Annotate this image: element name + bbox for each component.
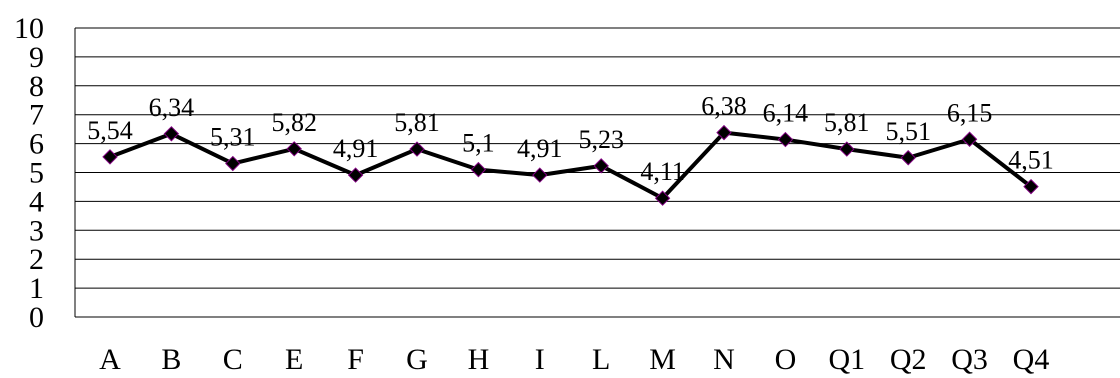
data-label-q1: 5,81 [824, 108, 870, 137]
x-category-label-h: H [468, 343, 490, 376]
data-label-e: 5,82 [271, 108, 317, 137]
y-tick-label-10: 10 [14, 12, 44, 45]
data-point-n [716, 124, 732, 141]
data-point-h [470, 161, 487, 178]
y-tick-label-0: 0 [29, 301, 44, 334]
data-label-i: 4,91 [517, 134, 563, 163]
gridlines [74, 27, 1120, 318]
y-tick-label-6: 6 [29, 128, 44, 161]
data-label-q3: 6,15 [947, 98, 993, 127]
x-category-label-g: G [406, 343, 428, 376]
x-category-label-q2: Q2 [890, 343, 927, 376]
y-tick-label-7: 7 [29, 99, 44, 132]
data-label-n: 6,38 [701, 92, 747, 121]
x-category-label-l: L [592, 343, 610, 376]
y-tick-label-3: 3 [29, 214, 44, 247]
data-label-a: 5,54 [87, 116, 133, 145]
data-point-g [409, 141, 425, 157]
series-line [109, 130, 1033, 201]
data-label-q2: 5,51 [885, 117, 931, 146]
data-label-g: 5,81 [394, 108, 440, 137]
series-line-group [109, 130, 1033, 201]
y-tick-label-9: 9 [29, 41, 44, 74]
data-point-b [163, 126, 180, 142]
data-label-m: 4,11 [640, 157, 685, 186]
data-point-q1 [839, 141, 855, 157]
data-label-o: 6,14 [763, 99, 809, 128]
data-point-a [102, 149, 118, 165]
x-category-label-q3: Q3 [951, 343, 988, 376]
x-category-label-a: A [99, 343, 121, 376]
x-category-label-m: M [649, 343, 676, 376]
data-point-f [347, 167, 364, 183]
data-point-e [286, 141, 302, 157]
x-category-label-c: C [223, 343, 243, 376]
y-tick-label-1: 1 [29, 272, 44, 305]
x-category-label-i: I [535, 343, 545, 376]
data-point-i [532, 167, 548, 183]
x-category-label-b: B [161, 343, 181, 376]
data-label-q4: 4,51 [1008, 146, 1054, 175]
data-point-m [654, 190, 671, 206]
y-tick-label-2: 2 [29, 243, 44, 276]
data-point-l [593, 158, 609, 174]
data-point-o [777, 131, 794, 148]
y-tick-label-5: 5 [29, 157, 44, 190]
data-point-q2 [900, 150, 916, 166]
x-category-label-q1: Q1 [828, 343, 865, 376]
data-label-b: 6,34 [149, 93, 195, 122]
y-tick-label-4: 4 [29, 185, 44, 218]
data-point-c [225, 155, 241, 172]
x-category-label-f: F [347, 343, 364, 376]
data-point-q4 [1023, 178, 1039, 195]
y-tick-label-8: 8 [29, 70, 44, 103]
x-category-label-e: E [285, 343, 303, 376]
x-axis-categories: A B C E F G H I L M N O Q1 Q2 Q3 Q4 [99, 343, 1049, 376]
data-labels: 5,54 6,34 5,31 5,82 4,91 5,81 5,1 4,91 5,23 4,11 6… [87, 92, 1054, 187]
x-category-label-o: O [775, 343, 797, 376]
x-category-label-q4: Q4 [1013, 343, 1050, 376]
data-label-c: 5,31 [210, 123, 256, 152]
data-point-q3 [961, 131, 978, 147]
x-category-label-n: N [713, 343, 735, 376]
series-markers [102, 124, 1039, 206]
data-label-h: 5,1 [462, 129, 495, 158]
data-label-f: 4,91 [333, 134, 379, 163]
data-label-l: 5,23 [578, 125, 624, 154]
